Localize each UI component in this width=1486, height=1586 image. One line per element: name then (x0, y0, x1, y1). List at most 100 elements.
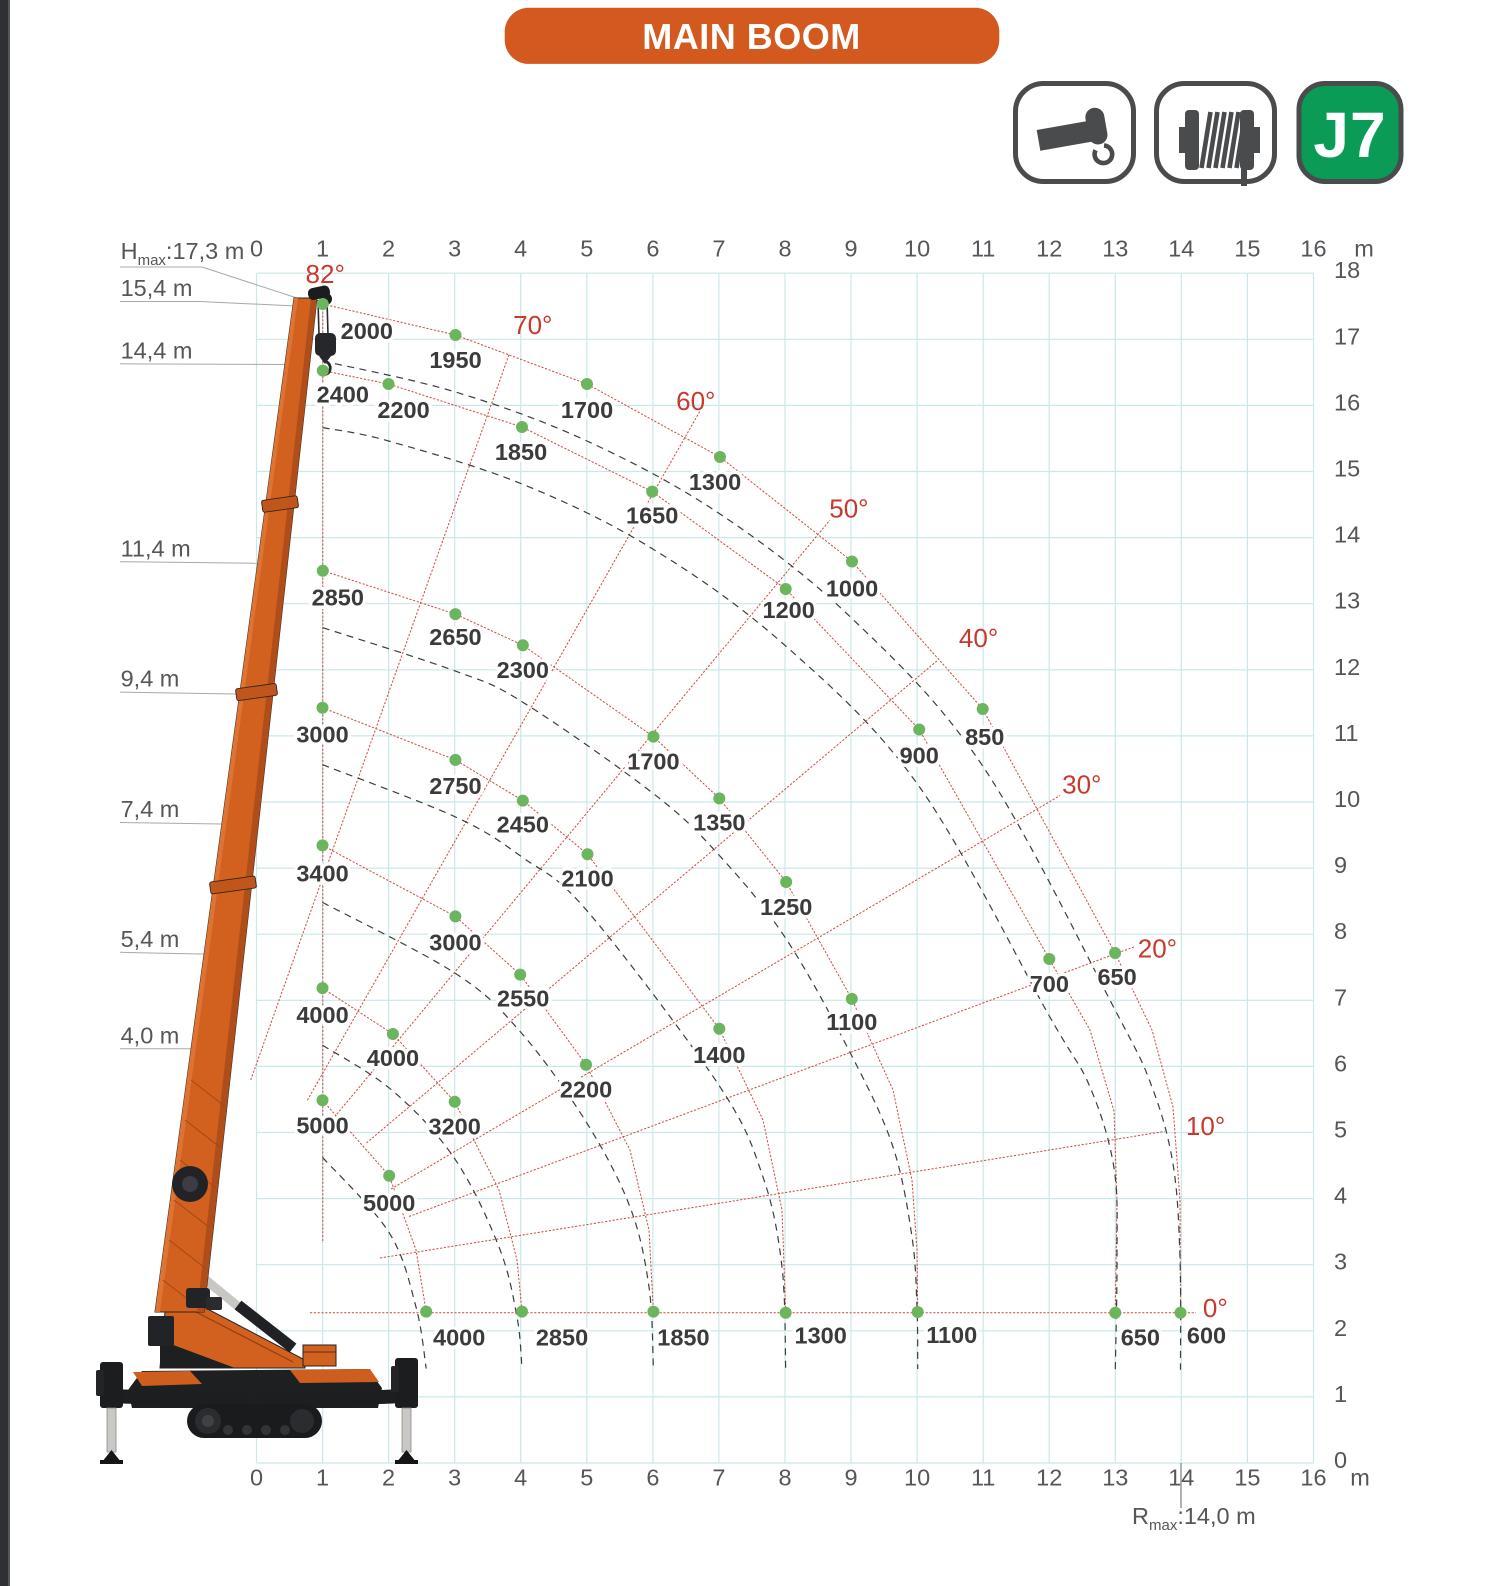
svg-text:2: 2 (382, 1465, 395, 1491)
svg-text:1: 1 (316, 236, 329, 262)
svg-text:15,4 m: 15,4 m (121, 275, 193, 301)
svg-text:1350: 1350 (693, 809, 745, 835)
svg-text:11: 11 (971, 1465, 995, 1491)
svg-text:11: 11 (1334, 720, 1358, 746)
svg-text:14: 14 (1168, 236, 1194, 262)
svg-text:2200: 2200 (377, 397, 429, 423)
svg-text:650: 650 (1121, 1325, 1160, 1351)
svg-text:4: 4 (514, 1465, 527, 1491)
svg-text:1650: 1650 (626, 503, 678, 529)
svg-text:2100: 2100 (561, 865, 613, 891)
svg-text:3: 3 (448, 236, 461, 262)
svg-text:MAIN BOOM: MAIN BOOM (642, 16, 860, 57)
svg-text:1950: 1950 (429, 347, 481, 373)
svg-text:16: 16 (1300, 236, 1326, 262)
svg-text:2: 2 (382, 236, 395, 262)
svg-text:2: 2 (1334, 1315, 1347, 1341)
svg-text:2400: 2400 (317, 382, 369, 408)
svg-text:5: 5 (580, 236, 593, 262)
svg-text:2000: 2000 (341, 318, 393, 344)
svg-text:1400: 1400 (693, 1042, 745, 1068)
svg-text:10: 10 (904, 1465, 930, 1491)
svg-text:6: 6 (1334, 1050, 1347, 1076)
svg-text:7: 7 (1334, 984, 1347, 1010)
svg-text:3000: 3000 (429, 929, 481, 955)
svg-text:13: 13 (1102, 1465, 1128, 1491)
svg-text:1: 1 (1334, 1381, 1347, 1407)
svg-text:1850: 1850 (657, 1325, 709, 1351)
svg-text:8: 8 (778, 1465, 791, 1491)
svg-text:4000: 4000 (296, 1002, 348, 1028)
svg-text:4,0 m: 4,0 m (121, 1022, 180, 1048)
svg-text:12: 12 (1334, 654, 1360, 680)
svg-text:16: 16 (1300, 1465, 1326, 1491)
svg-text:13: 13 (1334, 588, 1360, 614)
svg-text:2550: 2550 (497, 986, 549, 1012)
svg-text:1300: 1300 (795, 1323, 847, 1349)
svg-text:4: 4 (514, 236, 527, 262)
svg-text:m: m (1350, 1465, 1370, 1491)
svg-text:13: 13 (1102, 236, 1128, 262)
svg-text:2750: 2750 (429, 773, 481, 799)
svg-text:9: 9 (844, 1465, 857, 1491)
svg-text:1: 1 (316, 1465, 329, 1491)
svg-text:10°: 10° (1186, 1111, 1225, 1141)
svg-text:4000: 4000 (367, 1045, 419, 1071)
svg-text:3: 3 (448, 1465, 461, 1491)
svg-text:0: 0 (250, 236, 263, 262)
svg-text:1300: 1300 (689, 469, 741, 495)
svg-text:700: 700 (1030, 971, 1069, 997)
svg-text:50°: 50° (829, 494, 868, 524)
svg-text:4000: 4000 (433, 1325, 485, 1351)
svg-text:7: 7 (712, 1465, 725, 1491)
svg-text:2650: 2650 (429, 624, 481, 650)
svg-text:2200: 2200 (560, 1077, 612, 1103)
svg-text:15: 15 (1234, 1465, 1260, 1491)
svg-text:6: 6 (646, 236, 659, 262)
svg-text:3: 3 (1334, 1249, 1347, 1275)
svg-text:8: 8 (1334, 918, 1347, 944)
svg-text:2850: 2850 (536, 1325, 588, 1351)
svg-text:18: 18 (1334, 257, 1360, 283)
svg-text:1100: 1100 (826, 1009, 877, 1035)
svg-text:6: 6 (646, 1465, 659, 1491)
svg-text:40°: 40° (959, 623, 998, 653)
svg-text:3000: 3000 (296, 722, 348, 748)
svg-text:20°: 20° (1138, 934, 1177, 964)
svg-text:5000: 5000 (363, 1190, 415, 1216)
svg-text:10: 10 (904, 236, 930, 262)
svg-text:14,4 m: 14,4 m (121, 337, 193, 363)
svg-text:11,4 m: 11,4 m (121, 535, 191, 561)
svg-text:1700: 1700 (627, 749, 679, 775)
svg-text:16: 16 (1334, 389, 1360, 415)
svg-text:m: m (1354, 236, 1374, 262)
svg-text:70°: 70° (513, 310, 552, 340)
svg-text:2300: 2300 (497, 657, 549, 683)
svg-text:J7: J7 (1313, 99, 1386, 171)
svg-text:9,4 m: 9,4 m (121, 666, 180, 692)
svg-text:60°: 60° (676, 386, 715, 416)
svg-text:0: 0 (250, 1465, 263, 1491)
svg-text:2850: 2850 (312, 585, 364, 611)
svg-text:17: 17 (1334, 323, 1360, 349)
svg-text:600: 600 (1187, 1323, 1226, 1349)
svg-text:1700: 1700 (561, 397, 613, 423)
svg-text:5: 5 (1334, 1117, 1347, 1143)
svg-text:850: 850 (965, 724, 1004, 750)
svg-text:5,4 m: 5,4 m (121, 926, 180, 952)
svg-text:3400: 3400 (296, 860, 348, 886)
svg-text:1850: 1850 (495, 439, 547, 465)
svg-text:7,4 m: 7,4 m (121, 796, 180, 822)
svg-text:14: 14 (1334, 522, 1360, 548)
svg-text:15: 15 (1334, 456, 1360, 482)
svg-text:1000: 1000 (826, 576, 878, 602)
svg-text:8: 8 (778, 236, 791, 262)
svg-text:30°: 30° (1062, 769, 1101, 799)
svg-text:1250: 1250 (760, 894, 812, 920)
svg-text:Rmax:14,0 m: Rmax:14,0 m (1132, 1503, 1256, 1534)
svg-text:0: 0 (1334, 1447, 1347, 1473)
svg-text:5000: 5000 (296, 1112, 348, 1138)
svg-text:1100: 1100 (926, 1322, 977, 1348)
svg-text:12: 12 (1036, 236, 1062, 262)
svg-text:82°: 82° (306, 259, 345, 289)
